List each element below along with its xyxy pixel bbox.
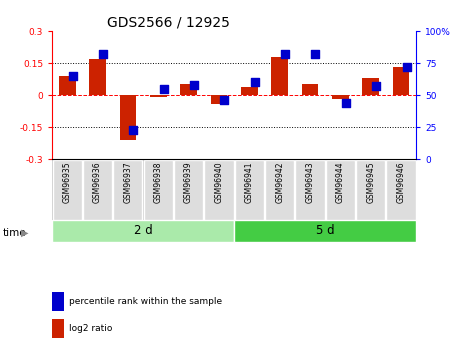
Text: GDS2566 / 12925: GDS2566 / 12925: [107, 16, 229, 30]
Text: GSM96943: GSM96943: [306, 161, 315, 203]
Point: [403, 64, 410, 70]
Point: [342, 100, 350, 106]
Text: percentile rank within the sample: percentile rank within the sample: [69, 297, 222, 306]
Text: GSM96940: GSM96940: [214, 161, 223, 203]
Point: [190, 82, 198, 88]
Bar: [302, 85, 318, 95]
Bar: [59, 76, 76, 95]
FancyBboxPatch shape: [83, 160, 112, 219]
Point: [251, 80, 259, 85]
Point: [220, 98, 228, 103]
Text: GSM96936: GSM96936: [93, 161, 102, 203]
FancyBboxPatch shape: [204, 160, 234, 219]
Text: GSM96938: GSM96938: [154, 161, 163, 203]
Text: time: time: [2, 228, 26, 238]
Bar: [89, 59, 106, 95]
Bar: [272, 57, 288, 95]
FancyBboxPatch shape: [144, 160, 173, 219]
Bar: [180, 85, 197, 95]
FancyBboxPatch shape: [52, 220, 234, 242]
FancyBboxPatch shape: [114, 160, 142, 219]
FancyBboxPatch shape: [53, 160, 82, 219]
Point: [372, 83, 380, 89]
FancyBboxPatch shape: [265, 160, 294, 219]
Point: [281, 51, 289, 57]
Bar: [120, 95, 136, 140]
FancyBboxPatch shape: [386, 160, 416, 219]
Bar: [393, 67, 410, 95]
Text: ▶: ▶: [21, 228, 29, 238]
Point: [160, 86, 167, 91]
Text: GSM96939: GSM96939: [184, 161, 193, 203]
Text: GSM96935: GSM96935: [63, 161, 72, 203]
Text: GSM96941: GSM96941: [245, 161, 254, 203]
Bar: [241, 87, 258, 95]
FancyBboxPatch shape: [296, 160, 324, 219]
Bar: [362, 78, 379, 95]
Point: [69, 73, 77, 79]
FancyBboxPatch shape: [234, 220, 416, 242]
Bar: [210, 95, 228, 104]
Text: GSM96946: GSM96946: [396, 161, 405, 203]
Text: GSM96942: GSM96942: [275, 161, 284, 203]
Bar: [332, 95, 349, 99]
Point: [312, 51, 319, 57]
Text: GSM96945: GSM96945: [366, 161, 375, 203]
Point: [130, 127, 137, 132]
FancyBboxPatch shape: [174, 160, 203, 219]
FancyBboxPatch shape: [235, 160, 264, 219]
Text: 5 d: 5 d: [316, 224, 334, 237]
Text: GSM96944: GSM96944: [336, 161, 345, 203]
Text: 2 d: 2 d: [134, 224, 152, 237]
Bar: [150, 95, 166, 97]
FancyBboxPatch shape: [356, 160, 385, 219]
Text: GSM96937: GSM96937: [123, 161, 132, 203]
Text: log2 ratio: log2 ratio: [69, 324, 112, 333]
FancyBboxPatch shape: [326, 160, 355, 219]
Point: [99, 51, 107, 57]
